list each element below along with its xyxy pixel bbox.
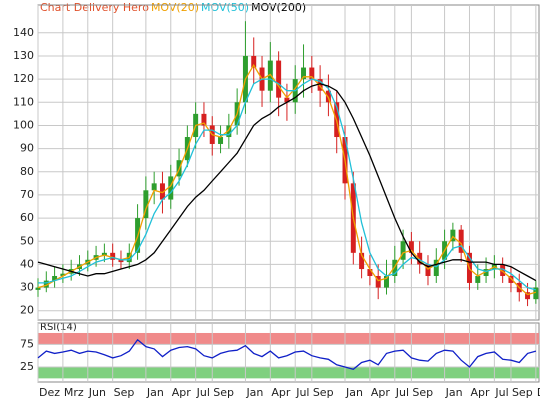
candle-body: [359, 252, 365, 270]
y-tick-label: 90: [20, 142, 34, 155]
candle-body: [483, 269, 489, 276]
x-tick-label: Sep: [213, 386, 234, 399]
y-tick-label: 100: [13, 118, 34, 131]
x-tick-label: Jul: [395, 386, 409, 399]
candle-body: [367, 269, 373, 276]
candle-body: [458, 229, 464, 253]
x-tick-label: Apr: [172, 386, 192, 399]
x-tick-label: Apr: [271, 386, 291, 399]
candle-body: [408, 241, 414, 253]
candle-body: [143, 190, 149, 219]
x-tick-label: D: [537, 386, 540, 399]
candle-body: [384, 275, 389, 288]
candle-body: [301, 67, 307, 80]
candle-body: [284, 97, 290, 103]
y-tick-label: 30: [20, 281, 34, 294]
candle-body: [35, 287, 41, 290]
candle-body: [392, 259, 398, 276]
x-tick-label: Jan: [345, 386, 363, 399]
x-tick-label: Apr: [371, 386, 391, 399]
x-tick-label: Jan: [445, 386, 463, 399]
candle-body: [433, 259, 439, 276]
y-tick-label: 60: [20, 211, 34, 224]
y-tick-label: 25: [20, 360, 34, 373]
candle-body: [101, 252, 107, 256]
legend: Chart Delivery Hero MOV(20) MOV(50) MOV(200…: [40, 1, 306, 14]
candle-body: [43, 280, 49, 288]
x-tick-label: Jan: [146, 386, 164, 399]
candle-body: [52, 275, 58, 281]
candle-body: [325, 90, 331, 103]
candle-body: [533, 287, 539, 300]
rsi-band: [38, 332, 539, 345]
x-tick-label: Sep: [114, 386, 135, 399]
y-tick-label: 40: [20, 257, 34, 270]
x-tick-label: Jul: [494, 386, 508, 399]
candle-body: [317, 79, 323, 91]
candle-body: [500, 264, 506, 276]
x-tick-label: Jul: [295, 386, 309, 399]
candle-body: [525, 292, 531, 300]
candle-body: [475, 275, 481, 283]
y-tick-label: 75: [20, 337, 34, 350]
panel-title: RSI(14): [40, 322, 77, 333]
y-tick-label: 80: [20, 165, 34, 178]
candle-body: [375, 275, 381, 288]
candle-body: [60, 273, 66, 276]
y-tick-label: 50: [20, 234, 34, 247]
candle-body: [110, 252, 116, 260]
y-tick-label: 130: [13, 49, 34, 62]
candle-body: [276, 60, 282, 98]
legend-entry: MOV(200): [251, 1, 306, 14]
candle-body: [417, 252, 423, 265]
candle-body: [508, 275, 514, 283]
chart-title: Chart Delivery Hero: [40, 1, 149, 14]
candle-body: [168, 176, 174, 200]
y-tick-label: 110: [13, 95, 34, 108]
candle-body: [251, 55, 257, 68]
y-tick-label: 140: [13, 26, 34, 39]
x-tick-label: Mrz: [64, 386, 84, 399]
candle-body: [400, 241, 406, 260]
y-tick-label: 120: [13, 72, 34, 85]
candle-body: [226, 125, 232, 138]
candle-body: [118, 259, 124, 263]
legend-entry: MOV(50): [201, 1, 249, 14]
candle-body: [151, 183, 157, 191]
candle-body: [309, 67, 315, 80]
x-tick-label: Jul: [196, 386, 210, 399]
x-tick-label: Sep: [313, 386, 334, 399]
y-tick-label: 20: [20, 304, 34, 317]
x-tick-label: Jun: [88, 386, 106, 399]
candle-body: [450, 229, 456, 242]
candle-body: [218, 137, 224, 144]
x-tick-label: Sep: [512, 386, 533, 399]
x-tick-label: Sep: [412, 386, 433, 399]
candle-body: [159, 183, 165, 200]
x-tick-label: Apr: [470, 386, 490, 399]
series-line: [38, 78, 537, 291]
series-line: [37, 338, 537, 371]
series-line: [37, 83, 537, 282]
legend-entry: MOV(20): [151, 1, 199, 14]
x-tick-label: Dez: [39, 386, 60, 399]
rsi-band: [38, 367, 539, 379]
candle-body: [201, 113, 207, 126]
y-tick-label: 70: [20, 188, 34, 201]
candle-body: [425, 264, 431, 276]
x-tick-label: Jan: [245, 386, 263, 399]
